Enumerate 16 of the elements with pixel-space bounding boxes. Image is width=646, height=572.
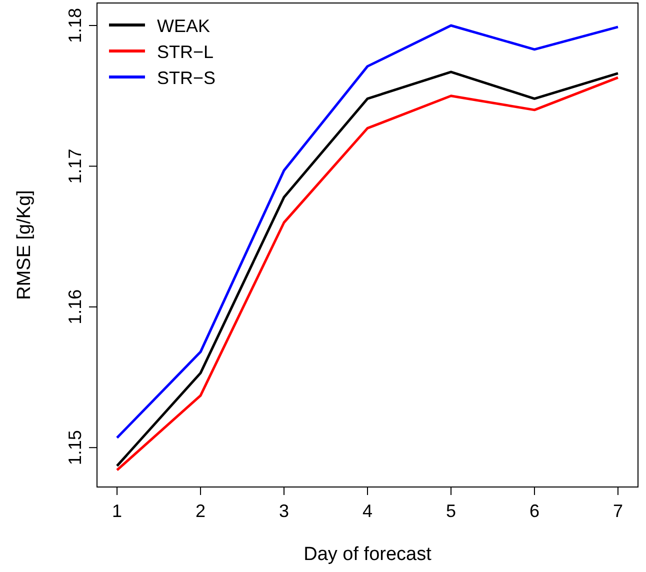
y-tick-label: 1.18 — [65, 8, 85, 44]
x-tick-label: 3 — [279, 501, 290, 521]
legend-label: STR−S — [157, 68, 216, 88]
x-axis-title: Day of forecast — [304, 544, 432, 565]
x-tick-label: 2 — [196, 501, 206, 521]
x-tick-label: 7 — [612, 501, 623, 521]
x-tick-label: 1 — [112, 501, 122, 521]
x-tick-label: 6 — [529, 501, 540, 521]
legend-label: STR−L — [157, 42, 214, 62]
x-tick-label: 4 — [362, 501, 373, 521]
y-tick-label: 1.15 — [65, 430, 85, 466]
y-tick-label: 1.16 — [65, 289, 85, 324]
y-axis-title: RMSE [g/Kg] — [14, 190, 35, 300]
legend-label: WEAK — [157, 16, 210, 36]
x-tick-label: 5 — [446, 501, 456, 521]
y-tick-label: 1.17 — [65, 148, 85, 184]
